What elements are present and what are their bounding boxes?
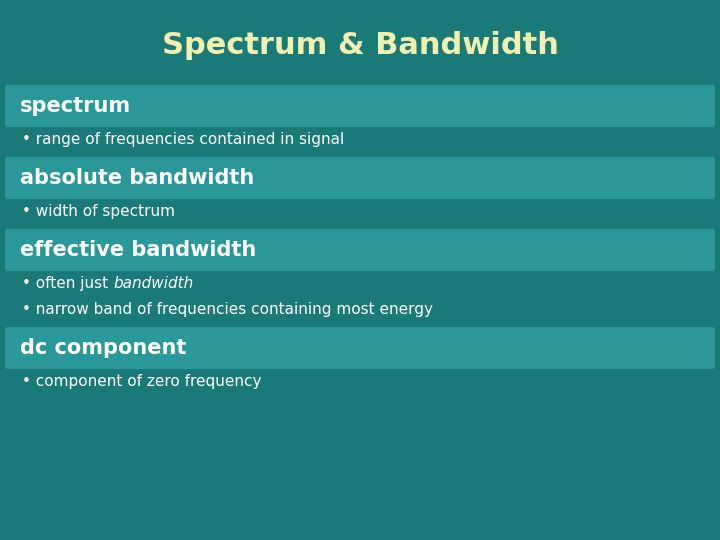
- Text: effective bandwidth: effective bandwidth: [20, 240, 256, 260]
- FancyBboxPatch shape: [5, 85, 715, 127]
- Text: Spectrum & Bandwidth: Spectrum & Bandwidth: [161, 30, 559, 59]
- FancyBboxPatch shape: [5, 157, 715, 199]
- Text: • narrow band of frequencies containing most energy: • narrow band of frequencies containing …: [22, 302, 433, 317]
- FancyBboxPatch shape: [5, 229, 715, 271]
- Text: spectrum: spectrum: [20, 96, 131, 116]
- Text: • component of zero frequency: • component of zero frequency: [22, 374, 261, 389]
- FancyBboxPatch shape: [5, 327, 715, 369]
- Text: dc component: dc component: [20, 338, 186, 358]
- Text: • width of spectrum: • width of spectrum: [22, 204, 175, 219]
- Text: bandwidth: bandwidth: [113, 276, 193, 291]
- Text: absolute bandwidth: absolute bandwidth: [20, 168, 254, 188]
- Text: • range of frequencies contained in signal: • range of frequencies contained in sign…: [22, 132, 344, 147]
- Text: • often just: • often just: [22, 276, 113, 291]
